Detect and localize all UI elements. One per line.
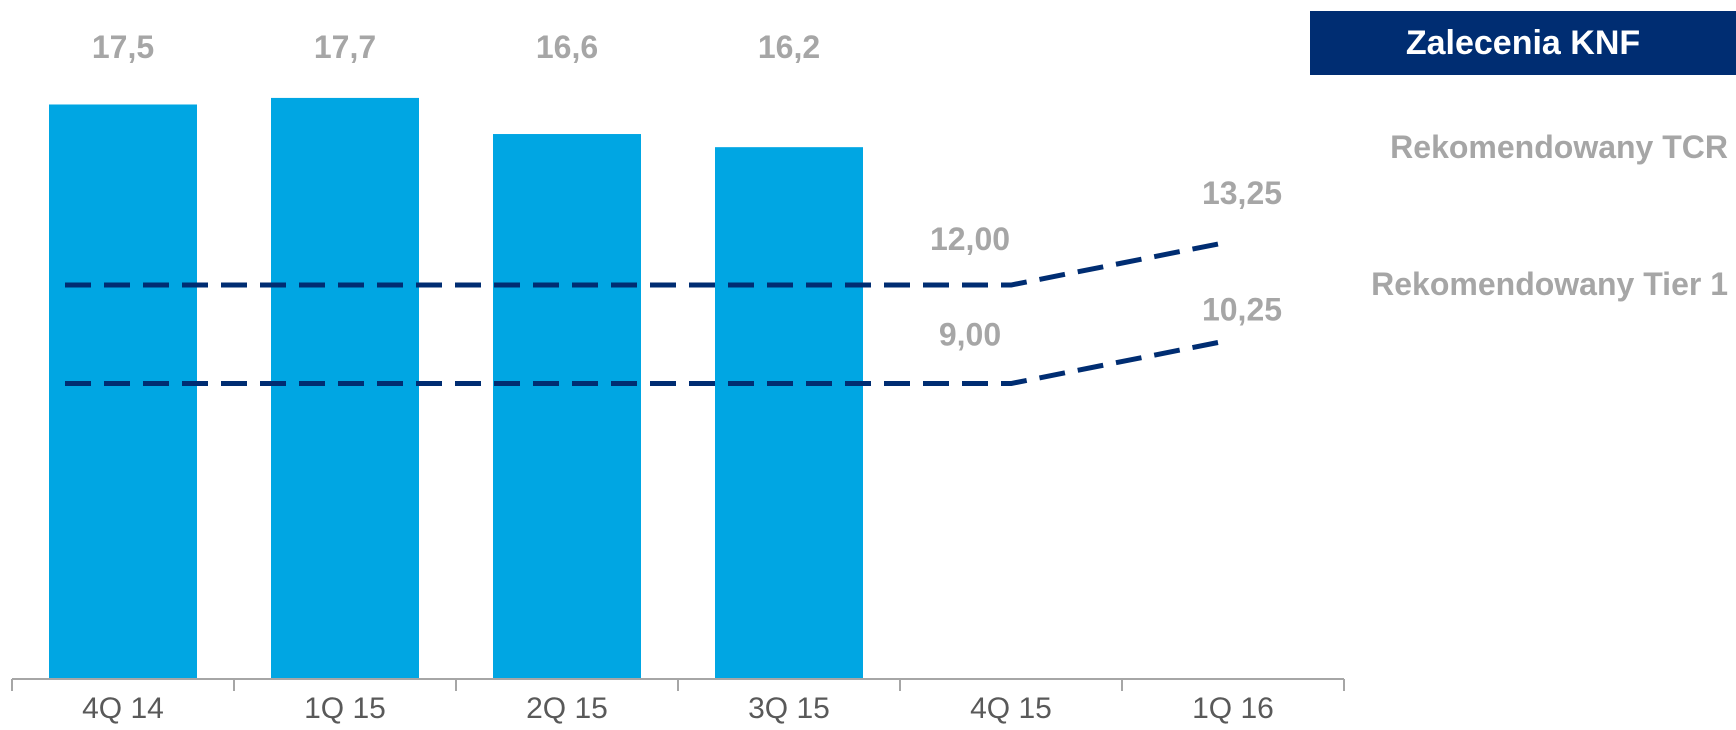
bar-value-label: 17,5 — [92, 29, 154, 65]
line-value-label: 9,00 — [939, 317, 1001, 353]
knf-legend-box: Zalecenia KNF — [1310, 11, 1736, 75]
x-tick-label: 1Q 16 — [1192, 692, 1274, 725]
line-value-label: 10,25 — [1202, 292, 1282, 328]
bar-2q-15 — [493, 134, 641, 679]
bar-3q-15 — [715, 147, 863, 680]
bar-4q-14 — [49, 104, 197, 680]
bar-value-label: 16,2 — [758, 29, 820, 65]
dashed-line-tcr — [65, 241, 1219, 288]
series-label-tier1: Rekomendowany Tier 1 — [1371, 266, 1728, 302]
bar-1q-15 — [271, 97, 419, 680]
x-tick-label: 4Q 14 — [82, 692, 164, 725]
x-tick-label: 2Q 15 — [526, 692, 608, 725]
x-tick-label: 4Q 15 — [970, 692, 1052, 725]
line-value-label: 13,25 — [1202, 175, 1282, 211]
x-tick-label: 3Q 15 — [748, 692, 830, 725]
series-label-tcr: Rekomendowany TCR — [1390, 129, 1728, 165]
line-value-label: 12,00 — [930, 221, 1010, 257]
dashed-line-tier1 — [65, 340, 1219, 387]
bar-value-label: 17,7 — [314, 29, 376, 65]
knf-legend-label: Zalecenia KNF — [1405, 23, 1641, 62]
bar-value-label: 16,6 — [536, 29, 598, 65]
x-tick-label: 1Q 15 — [304, 692, 386, 725]
